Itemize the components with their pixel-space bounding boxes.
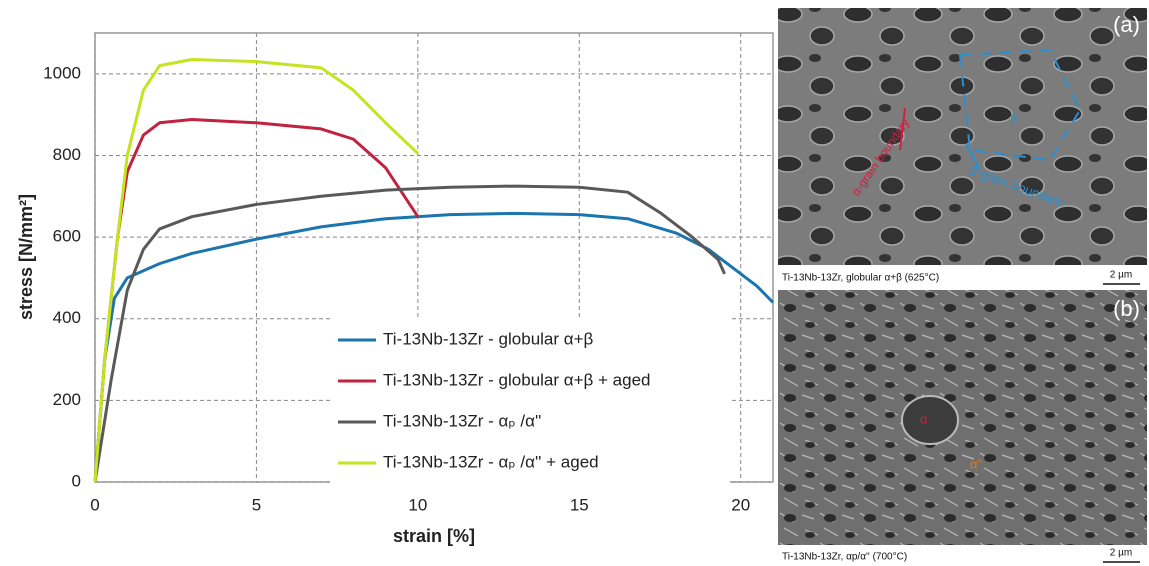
chart: strain [%] stress [N/mm²] 02004006008001… [16,32,775,546]
scale-label: 2 µm [1110,270,1132,281]
arrow [899,107,906,151]
x-tick-label: 10 [408,495,427,514]
arrow [965,143,981,171]
micrograph-b [778,290,1147,545]
series-line [93,184,726,483]
panel-label: (a) [1113,12,1140,37]
micrograph-a [778,8,1147,265]
y-tick-label: 800 [53,145,81,164]
x-tick-label: 20 [731,495,750,514]
legend-label: Ti-13Nb-13Zr - globular α+β [383,329,594,348]
grain [901,395,959,445]
phase-label: α [920,411,928,426]
legend-label: Ti-13Nb-13Zr - αₚ /α'' + aged [383,452,599,471]
grain-outline [958,48,1082,162]
y-tick-label: 400 [53,308,81,327]
legend-label: Ti-13Nb-13Zr - globular α+β + aged [383,370,651,389]
x-tick-label: 5 [252,495,261,514]
phase-label: β [1010,111,1017,126]
micrographs: (a) β α-grain boundary β-grain boundary … [778,8,1147,563]
x-tick-label: 0 [90,495,99,514]
panel-label: (b) [1113,296,1140,321]
y-tick-label: 1000 [43,63,81,82]
caption: Ti-13Nb-13Zr, αp/α'' (700°C) [782,552,907,563]
x-axis-label: strain [%] [393,526,475,546]
x-tick-label: 15 [570,495,589,514]
legend-box [330,318,730,485]
y-tick-label: 600 [53,227,81,246]
scale-label: 2 µm [1110,548,1132,559]
phase-label: α'' [970,456,982,471]
y-tick-label: 200 [53,390,81,409]
caption: Ti-13Nb-13Zr, globular α+β (625°C) [782,273,939,284]
series-line [93,58,419,483]
y-axis-label: stress [N/mm²] [16,194,36,320]
y-tick-label: 0 [72,471,81,490]
series-line [93,211,775,483]
legend-label: Ti-13Nb-13Zr - αₚ /α'' [383,411,541,430]
